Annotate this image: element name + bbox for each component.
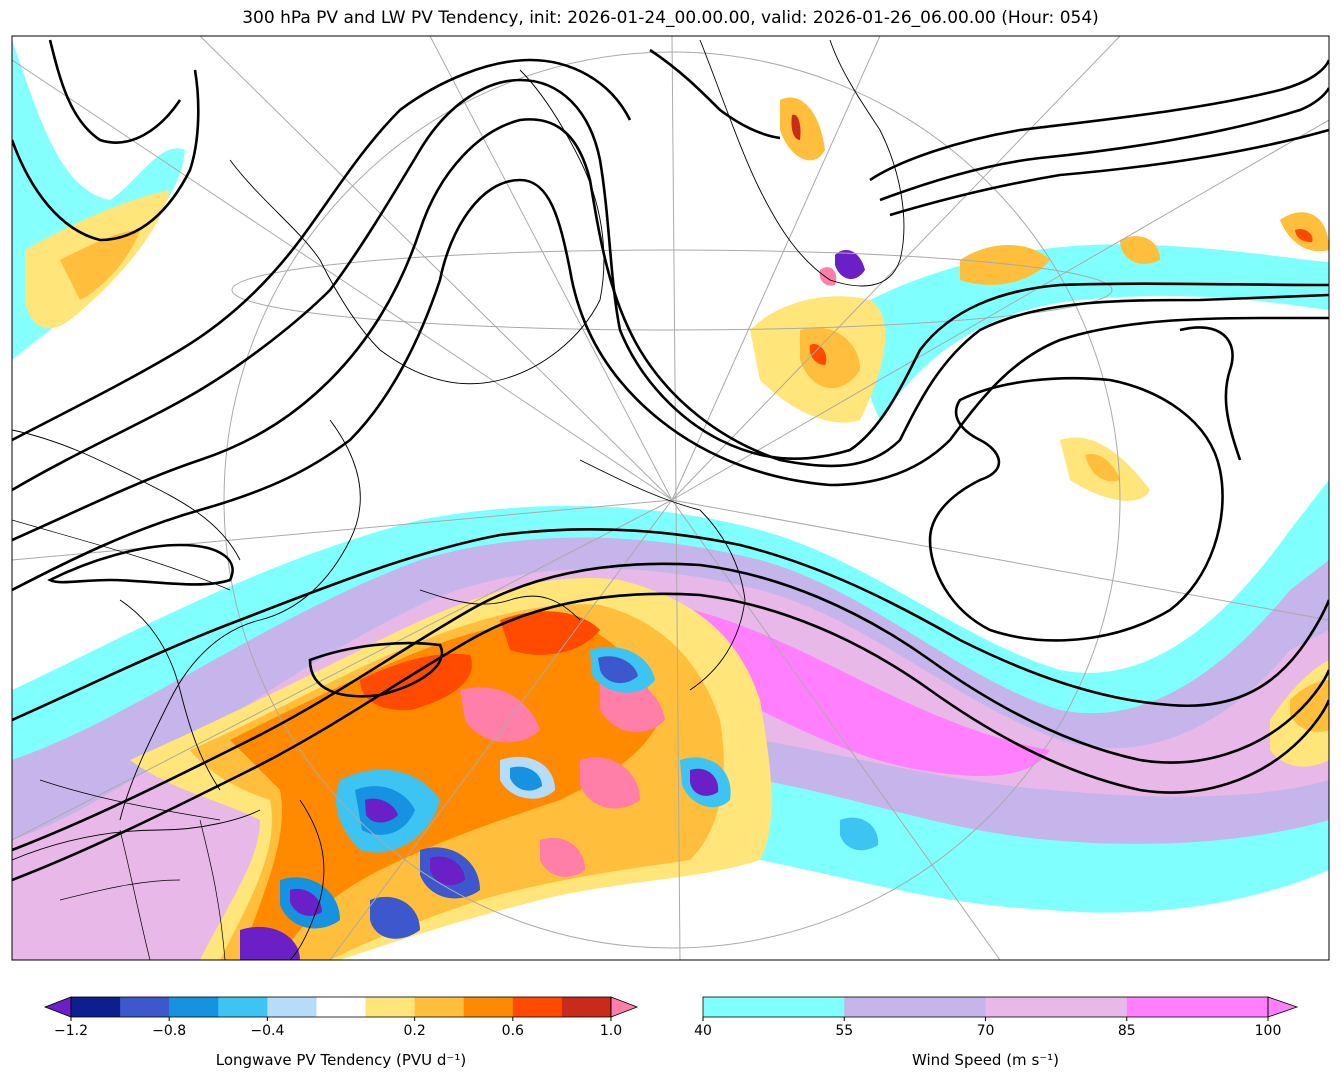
- pv-tendency-tick-label: −0.4: [250, 1023, 285, 1039]
- pv-tendency-tick-label: 1.0: [599, 1023, 623, 1039]
- pv-tendency-color-bin: [169, 997, 219, 1017]
- pv-tendency-color-bin: [267, 997, 317, 1017]
- pv-tendency-color-bin: [463, 997, 514, 1017]
- coastlines: [12, 39, 905, 960]
- map-panel: [12, 36, 1329, 960]
- map-frame: [11, 35, 1330, 961]
- pv-tendency-color-bin: [414, 997, 465, 1017]
- wind-speed-colorbar-label: Wind Speed (m s⁻¹): [911, 1051, 1060, 1069]
- wind-speed-tick-label: 85: [1117, 1023, 1136, 1039]
- pv-tendency-color-bin: [316, 997, 367, 1017]
- political-borders: [12, 519, 231, 960]
- wind-speed-tick-label: 100: [1254, 1023, 1282, 1039]
- pv-tendency-extend-low: [43, 996, 72, 1018]
- pv-tendency-color-bin: [365, 997, 416, 1017]
- pv-tendency-shading: [25, 97, 1329, 960]
- pv-tendency-color-bin: [561, 997, 612, 1017]
- wind-speed-tick-label: 55: [835, 1023, 854, 1039]
- pv-tendency-extend-high: [610, 996, 639, 1018]
- wind-speed-tick-label: 70: [976, 1023, 995, 1039]
- pv-tendency-color-bin: [120, 997, 170, 1017]
- wind-speed-color-bin: [844, 997, 986, 1017]
- map-title: 300 hPa PV and LW PV Tendency, init: 202…: [242, 8, 1099, 28]
- pv-tendency-colorbar-label: Longwave PV Tendency (PVU d⁻¹): [215, 1051, 467, 1069]
- wind-speed-color-bin: [985, 997, 1128, 1017]
- pv-tendency-tick-label: −0.8: [152, 1023, 187, 1039]
- pv-tendency-tick-label: 0.2: [403, 1023, 426, 1039]
- pv-tendency-tick-label: 0.6: [501, 1023, 524, 1039]
- wind-speed-extend-high: [1267, 996, 1299, 1018]
- wind-speed-colorbar: [702, 996, 1299, 1021]
- pv-tendency-tick-label: −1.2: [54, 1023, 88, 1039]
- pv-contours: [12, 39, 1329, 882]
- wind-speed-color-bin: [703, 997, 845, 1017]
- pv-tendency-color-bin: [218, 997, 268, 1017]
- wind-speed-tick-label: 40: [694, 1023, 712, 1039]
- pv-tendency-color-bin: [512, 997, 563, 1017]
- pv-tendency-color-bin: [71, 997, 121, 1017]
- wind-speed-color-bin: [1126, 997, 1269, 1017]
- pv-tendency-colorbar: [43, 996, 639, 1021]
